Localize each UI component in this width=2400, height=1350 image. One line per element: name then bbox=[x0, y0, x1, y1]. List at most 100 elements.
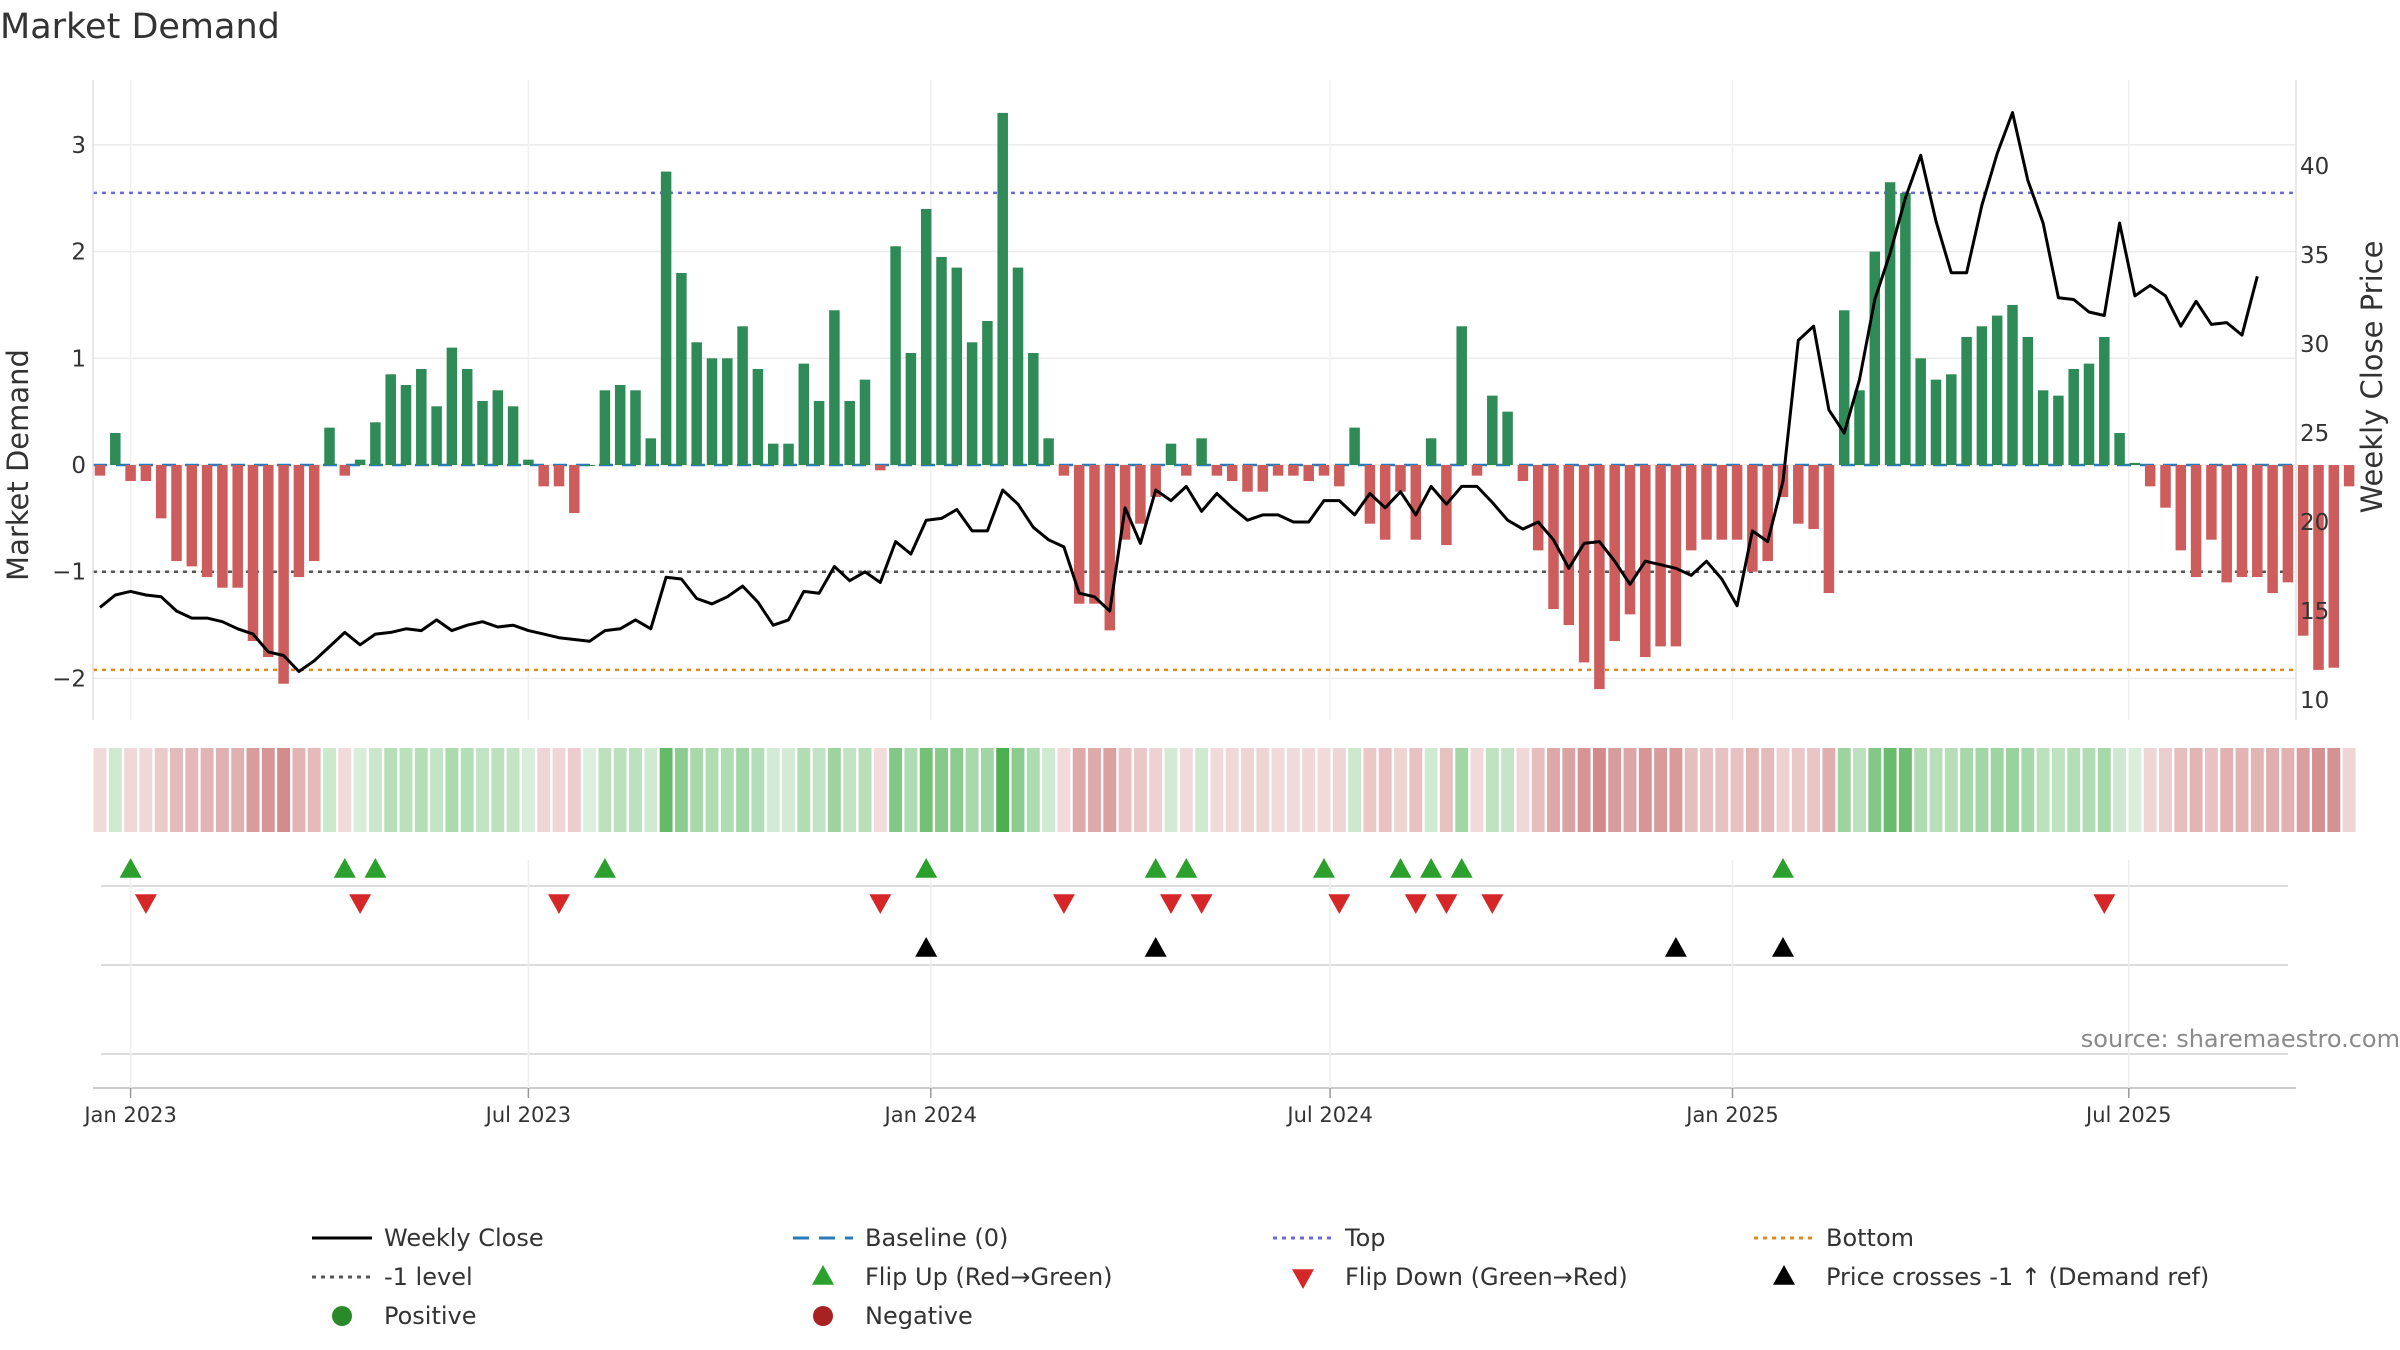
legend-item: Bottom bbox=[1754, 1224, 1914, 1252]
demand-bar bbox=[1349, 427, 1360, 465]
demand-bar bbox=[752, 368, 764, 465]
heat-strip-cell bbox=[537, 748, 551, 832]
heat-strip-cell bbox=[1592, 748, 1606, 832]
demand-bar bbox=[783, 443, 794, 465]
heat-strip-cell bbox=[1256, 748, 1270, 832]
flip-up-marker bbox=[1420, 858, 1443, 878]
heat-strip-cell bbox=[200, 748, 214, 832]
flip-down-marker bbox=[548, 894, 570, 914]
heat-strip-cell bbox=[2174, 748, 2188, 832]
heat-strip-cell bbox=[108, 748, 122, 832]
demand-bar bbox=[1502, 411, 1513, 465]
demand-bar bbox=[2282, 465, 2294, 583]
x-tick-label: Jul 2024 bbox=[1285, 1103, 1372, 1127]
demand-bar bbox=[676, 272, 687, 465]
demand-bar bbox=[844, 400, 855, 465]
heat-strip-cell bbox=[1378, 748, 1392, 832]
demand-bar bbox=[829, 310, 840, 465]
legend-label: Bottom bbox=[1826, 1224, 1914, 1252]
heat-strip-cell bbox=[307, 748, 321, 832]
flip-down-marker bbox=[1190, 894, 1213, 914]
heat-strip-cell bbox=[1898, 748, 1912, 832]
heat-strip-cell bbox=[1776, 748, 1790, 832]
y-tick-label: 1 bbox=[71, 346, 86, 372]
heat-strip-cell bbox=[2312, 748, 2325, 832]
demand-bar bbox=[339, 465, 351, 476]
heat-strip-cell bbox=[1853, 748, 1866, 832]
legend-item: Flip Down (Green→Red) bbox=[1292, 1263, 1628, 1291]
demand-bar bbox=[569, 465, 580, 514]
heat-strip-cell bbox=[613, 748, 627, 832]
heat-strip-cell bbox=[1026, 748, 1040, 832]
heat-strip-cell bbox=[1730, 748, 1744, 832]
demand-bar bbox=[523, 459, 534, 465]
signal-markers bbox=[93, 858, 2296, 1089]
legend-label: Price crosses -1 ↑ (Demand ref) bbox=[1826, 1263, 2209, 1291]
demand-bar bbox=[2129, 462, 2141, 465]
demand-bar bbox=[2267, 465, 2278, 594]
heat-strip-cell bbox=[1470, 748, 1484, 832]
heat-strip-cell bbox=[2128, 748, 2142, 832]
x-axis-date-labels: Jan 2023 Jul 2023 Jan 2024 Jul 2024 Jan 2025… bbox=[82, 1088, 2172, 1127]
heat-strip-cell bbox=[2250, 748, 2264, 832]
price-cross-marker bbox=[1664, 937, 1687, 957]
demand-bar bbox=[1609, 465, 1620, 642]
demand-bar bbox=[1838, 310, 1850, 465]
heat-strip-cell bbox=[521, 748, 535, 832]
demand-bar bbox=[2144, 465, 2156, 487]
heat-strip-cell bbox=[2342, 748, 2356, 832]
demand-bar bbox=[1701, 465, 1712, 540]
heat-strip-cell bbox=[812, 748, 826, 832]
heat-strip-cell bbox=[2097, 748, 2111, 832]
legend-label: Baseline (0) bbox=[865, 1224, 1008, 1252]
heat-strip-cell bbox=[1286, 748, 1300, 832]
demand-bar bbox=[1624, 465, 1636, 615]
heat-strip-cell bbox=[1424, 748, 1438, 832]
demand-bar bbox=[706, 358, 718, 465]
flip-up-marker bbox=[1175, 858, 1198, 878]
demand-bar bbox=[1012, 267, 1024, 465]
flip-down-marker bbox=[349, 894, 372, 914]
demand-bar bbox=[1242, 465, 1253, 492]
demand-bar bbox=[2083, 363, 2095, 465]
heat-strip-cell bbox=[644, 748, 658, 832]
demand-bar bbox=[538, 465, 549, 487]
demand-bar bbox=[1915, 358, 1926, 465]
heat-strip-cell bbox=[93, 748, 107, 832]
price-cross-marker bbox=[1772, 937, 1794, 957]
demand-bar bbox=[278, 465, 289, 684]
demand-bar bbox=[324, 427, 335, 465]
heat-strip-cell bbox=[2067, 748, 2081, 832]
demand-bar bbox=[1716, 465, 1728, 540]
flip-down-marker bbox=[1160, 894, 1182, 914]
y-tick-label: 0 bbox=[71, 453, 86, 479]
heat-strip-cell bbox=[1042, 748, 1056, 832]
legend-item: -1 level bbox=[312, 1263, 473, 1291]
x-tick-label: Jan 2023 bbox=[82, 1103, 177, 1127]
demand-bar bbox=[1135, 465, 1146, 524]
heat-strip-cell bbox=[292, 748, 306, 832]
price-line-layer bbox=[99, 111, 2259, 673]
demand-bar bbox=[1104, 465, 1116, 631]
legend-label: Weekly Close bbox=[384, 1224, 544, 1252]
heat-strip-cell bbox=[1302, 748, 1316, 832]
demand-bar bbox=[798, 363, 810, 465]
demand-bars bbox=[94, 112, 2355, 690]
demand-bar bbox=[905, 352, 917, 465]
heat-strip-cell bbox=[460, 748, 474, 832]
demand-bar bbox=[2068, 368, 2079, 465]
demand-bar bbox=[507, 406, 519, 465]
heat-strip-cell bbox=[1929, 748, 1943, 832]
flip-down-marker bbox=[1404, 894, 1427, 914]
y-tick-label: −1 bbox=[52, 560, 86, 586]
demand-bar bbox=[859, 379, 871, 465]
legend-item: Baseline (0) bbox=[793, 1224, 1008, 1252]
heat-strip-cell bbox=[506, 748, 520, 832]
demand-bar bbox=[2022, 336, 2034, 465]
heat-strip-cell bbox=[1562, 748, 1576, 832]
demand-bar bbox=[2053, 395, 2064, 465]
demand-bar bbox=[2007, 304, 2018, 465]
heat-strip-cell bbox=[1210, 748, 1224, 832]
heat-strip-cell bbox=[124, 748, 138, 832]
heat-strip-cell bbox=[2006, 748, 2019, 832]
